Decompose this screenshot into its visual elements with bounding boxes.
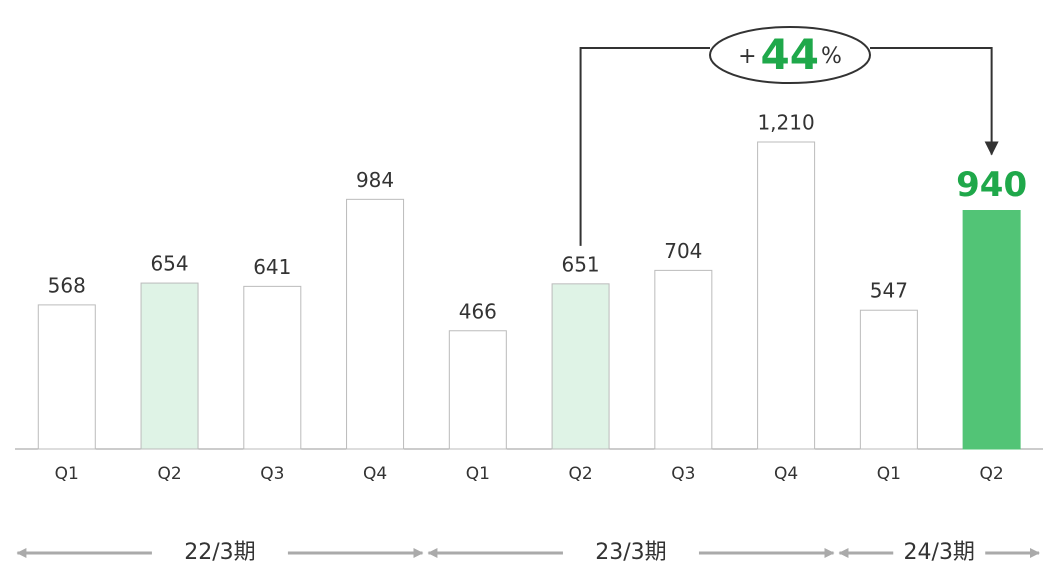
period-label: 24/3期 — [904, 540, 975, 565]
value-label: 568 — [48, 273, 86, 297]
bar — [346, 198, 405, 450]
bar — [859, 309, 918, 450]
annotation-connector — [579, 47, 710, 246]
x-tick-label: Q4 — [363, 464, 387, 484]
value-label: 1,210 — [757, 111, 814, 135]
annotation-text: +44% — [738, 30, 842, 79]
annotation-part: + — [738, 44, 756, 69]
x-tick-label: Q2 — [980, 464, 1004, 484]
x-tick-label: Q1 — [466, 464, 490, 484]
x-tick-label: Q4 — [774, 464, 798, 484]
x-tick-label: Q2 — [157, 464, 181, 484]
x-tick-label: Q3 — [260, 464, 284, 484]
value-label: 547 — [870, 279, 908, 303]
value-label: 940 — [956, 165, 1027, 205]
bar — [37, 304, 96, 450]
bar — [551, 283, 610, 450]
bar — [448, 330, 507, 450]
value-label: 641 — [253, 255, 291, 279]
period-label: 23/3期 — [595, 540, 666, 565]
value-label: 466 — [459, 299, 497, 323]
value-label: 984 — [356, 168, 394, 192]
period-label: 22/3期 — [184, 540, 255, 565]
value-label: 654 — [150, 252, 188, 276]
value-label: 704 — [664, 239, 702, 263]
annotation-part: % — [821, 44, 842, 69]
x-tick-label: Q1 — [55, 464, 79, 484]
bar — [962, 210, 1021, 450]
bar — [243, 285, 302, 450]
annotation-arrow — [870, 47, 999, 156]
annotation-part: 44 — [761, 30, 819, 79]
bar — [654, 269, 713, 450]
annotation-bubble — [709, 26, 871, 84]
bar — [757, 141, 816, 450]
x-tick-label: Q1 — [877, 464, 901, 484]
x-tick-label: Q3 — [671, 464, 695, 484]
bar — [140, 282, 199, 450]
x-tick-label: Q2 — [568, 464, 592, 484]
value-label: 651 — [561, 252, 599, 276]
